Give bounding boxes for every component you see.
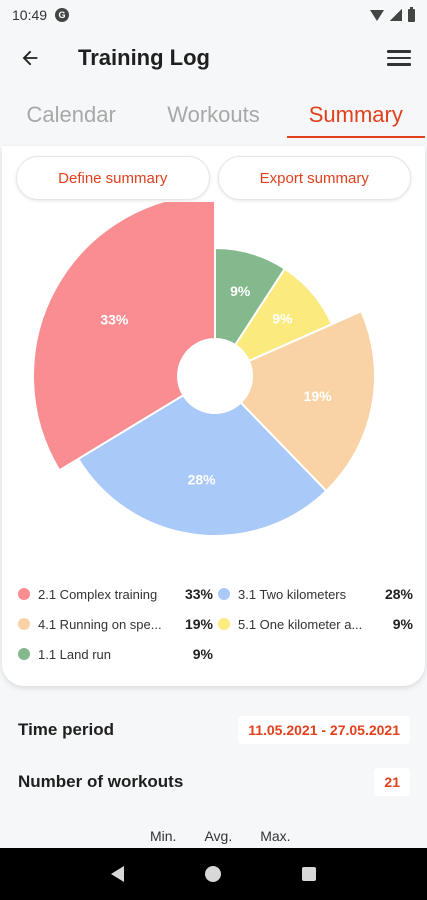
pie-slice-label: 28% (188, 472, 217, 488)
stats-min-label: Min. (150, 828, 177, 844)
app-bar: Training Log (0, 30, 427, 86)
legend-dot (18, 588, 30, 600)
pie-slice-label: 33% (100, 311, 129, 327)
workouts-count-label: Number of workouts (18, 772, 184, 791)
status-bar: 10:49 G (0, 0, 427, 30)
pie-chart: 9% 9% 19% 28% 33% (32, 202, 376, 537)
system-nav-bar (0, 848, 427, 900)
legend-value: 9% (392, 616, 413, 632)
legend-value: 28% (384, 586, 413, 602)
define-summary-button[interactable]: Define summary (16, 156, 210, 200)
signal-icon (390, 9, 402, 21)
pie-slice-label: 9% (272, 311, 293, 327)
nav-recents-icon[interactable] (302, 867, 317, 881)
legend-item: 4.1 Running on spe... 19% (18, 616, 213, 632)
legend-label: 2.1 Complex training (38, 586, 158, 602)
legend-dot (218, 618, 230, 630)
action-buttons: Define summary Export summary (16, 156, 411, 200)
legend-value: 19% (184, 616, 213, 632)
time-period-label: Time period (18, 720, 115, 739)
legend-label: 3.1 Two kilometers (238, 586, 347, 602)
workouts-count-row: Number of workouts 21 (18, 768, 410, 796)
legend-dot (18, 618, 30, 630)
battery-icon (408, 6, 415, 22)
legend-item: 3.1 Two kilometers 28% (218, 586, 413, 602)
tab-workouts[interactable]: Workouts (167, 102, 260, 127)
stats-max-label: Max. (260, 828, 291, 844)
legend-item: 5.1 One kilometer a... 9% (218, 616, 413, 632)
summary-card: Define summary Export summary 9% 9% 19% 28%… (2, 146, 425, 686)
export-summary-button[interactable]: Export summary (217, 156, 411, 200)
page-title: Training Log (78, 45, 210, 70)
time-period-row: Time period 11.05.2021 - 27.05.2021 (18, 716, 410, 744)
stats-avg-label: Avg. (204, 828, 233, 844)
legend-item: 1.1 Land run 9% (18, 646, 213, 662)
time-period-value[interactable]: 11.05.2021 - 27.05.2021 (238, 716, 410, 744)
app-notification-icon: G (55, 8, 70, 22)
wifi-icon (370, 9, 384, 21)
status-time: 10:49 (12, 7, 48, 23)
nav-back-icon[interactable] (110, 866, 124, 882)
status-icons (370, 6, 415, 22)
tab-calendar[interactable]: Calendar (26, 102, 116, 127)
workouts-count-value: 21 (374, 768, 410, 796)
pie-slice-label: 19% (304, 388, 333, 404)
legend-value: 33% (184, 586, 213, 602)
legend-dot (18, 648, 30, 660)
tab-summary[interactable]: Summary (285, 90, 427, 140)
hamburger-menu-icon[interactable] (387, 46, 411, 70)
tab-bar: Calendar Workouts Summary (0, 90, 427, 140)
stats-header: Min. Avg. Max. (150, 828, 291, 844)
legend-dot (218, 588, 230, 600)
legend-label: 4.1 Running on spe... (38, 616, 162, 632)
legend-value: 9% (192, 646, 213, 662)
legend-item: 2.1 Complex training 33% (18, 586, 213, 602)
back-arrow-icon[interactable] (16, 44, 44, 72)
pie-slice-label: 9% (230, 283, 251, 299)
nav-home-icon[interactable] (204, 866, 221, 882)
legend-label: 1.1 Land run (38, 646, 112, 662)
legend-label: 5.1 One kilometer a... (238, 616, 363, 632)
pie-center-hole (178, 339, 252, 413)
